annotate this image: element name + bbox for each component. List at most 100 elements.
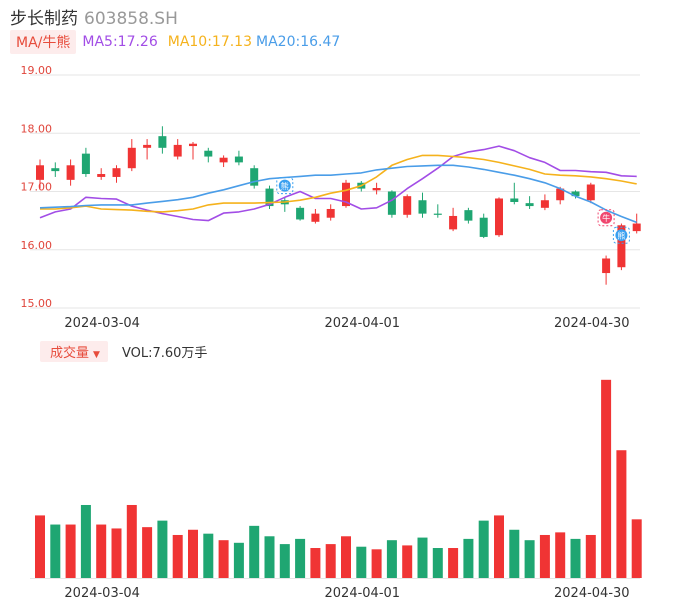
y-tick-label: 16.00 — [21, 239, 53, 252]
y-tick-label: 15.00 — [21, 297, 53, 310]
marker-frame — [612, 226, 630, 244]
candle-body — [326, 208, 335, 218]
volume-bar — [371, 549, 382, 578]
volume-bar — [218, 540, 229, 578]
volume-bar — [570, 538, 581, 578]
volume-bar — [279, 544, 290, 578]
ma5-legend: MA5:17.26 — [82, 34, 158, 50]
marker-frame — [276, 177, 294, 195]
caret-down-icon: ▼ — [93, 349, 100, 360]
volume-bar — [249, 525, 260, 578]
stock-name: 步长制药 — [10, 9, 78, 29]
series-line-ma10 — [40, 154, 637, 213]
candle-body — [311, 213, 320, 222]
candle-body — [234, 156, 243, 163]
candle-body — [265, 188, 274, 207]
volume-bar — [203, 533, 214, 578]
title-row: 步长制药 603858.SH — [10, 4, 178, 29]
volume-bar — [432, 548, 443, 578]
volume-bar — [126, 504, 137, 578]
volume-bar — [463, 538, 474, 578]
candle-body — [510, 198, 519, 202]
candle-body — [525, 203, 534, 207]
volume-bar — [448, 548, 459, 578]
bear-marker-icon: 熊 — [612, 226, 630, 244]
volume-bar — [539, 534, 550, 578]
x-tick-label: 2024-03-04 — [64, 316, 140, 331]
volume-bar — [341, 536, 351, 578]
volume-bar — [96, 524, 107, 578]
volume-bar — [264, 536, 275, 578]
candle-body — [571, 191, 580, 197]
candle-body — [127, 147, 136, 169]
candle-body — [586, 184, 595, 201]
volume-tag-label: 成交量 — [50, 345, 90, 361]
marker-dot — [615, 229, 628, 242]
candle-body — [296, 207, 305, 220]
bear-marker-icon: 熊 — [276, 177, 294, 195]
x-tick-label: 2024-04-01 — [325, 316, 401, 331]
marker-dot — [600, 211, 613, 224]
volume-bar — [509, 529, 520, 578]
candle-body — [173, 144, 182, 157]
volume-bar — [172, 534, 183, 578]
volume-bar — [417, 537, 428, 578]
volume-bar — [310, 548, 321, 578]
candle-body — [449, 215, 458, 230]
candle-body — [433, 213, 442, 215]
candle-body — [66, 165, 75, 180]
volume-bar — [111, 528, 122, 578]
volume-bar — [524, 540, 535, 578]
y-tick-label: 19.00 — [21, 64, 53, 77]
candle-body — [617, 225, 626, 268]
bull-marker-icon: 牛 — [597, 209, 615, 227]
volume-bar — [325, 544, 336, 578]
volume-bar — [478, 520, 489, 578]
volume-bar — [356, 546, 367, 578]
volume-bar — [494, 515, 504, 578]
price-chart[interactable]: 19.00 18.00 17.00 16.00 15.00 2024-03-04 2024-… — [0, 0, 686, 335]
candle-body — [479, 217, 488, 237]
y-tick-label: 18.00 — [21, 122, 53, 135]
stock-code: 603858.SH — [84, 9, 178, 29]
volume-bar — [402, 545, 413, 578]
candle-body — [189, 143, 197, 147]
marker-frame — [597, 209, 615, 227]
candle-body — [204, 150, 213, 157]
candle-body — [556, 188, 565, 201]
candle-body — [219, 157, 228, 163]
candle-body — [632, 223, 641, 232]
marker-label: 熊 — [617, 231, 625, 241]
marker-label: 牛 — [602, 213, 610, 223]
candle-body — [36, 165, 44, 180]
ma10-legend: MA10:17.13 — [167, 34, 253, 50]
volume-bar — [616, 450, 627, 578]
volume-bar — [233, 542, 244, 578]
volume-bar — [50, 524, 61, 578]
volume-bar — [188, 529, 198, 578]
candle-body — [464, 210, 473, 221]
marker-dot — [278, 179, 291, 192]
candle-body — [158, 136, 167, 148]
volume-bar — [386, 540, 397, 578]
volume-bar — [631, 519, 642, 578]
volume-value: VOL:7.60万手 — [121, 345, 208, 361]
marker-label: 熊 — [281, 181, 289, 191]
ma-legend: MA/牛熊 MA5:17.26 MA10:17.13 MA20:16.47 — [10, 30, 340, 54]
candle-body — [602, 258, 611, 274]
candle-body — [51, 168, 60, 172]
candle-body — [250, 168, 259, 186]
volume-bar — [585, 534, 596, 578]
candle-body — [342, 182, 350, 207]
volume-bar — [80, 504, 91, 578]
candle-body — [97, 174, 106, 177]
candle-body — [387, 191, 396, 215]
x-tick-label: 2024-04-30 — [554, 316, 630, 331]
ma20-legend: MA20:16.47 — [256, 34, 341, 50]
indicator-selector[interactable]: MA/牛熊 — [10, 30, 77, 54]
volume-selector[interactable]: 成交量 ▼ — [40, 340, 108, 362]
x-tick-label: 2024-04-30 — [554, 586, 630, 601]
x-tick-label: 2024-04-01 — [325, 586, 401, 601]
volume-bar — [555, 532, 566, 578]
